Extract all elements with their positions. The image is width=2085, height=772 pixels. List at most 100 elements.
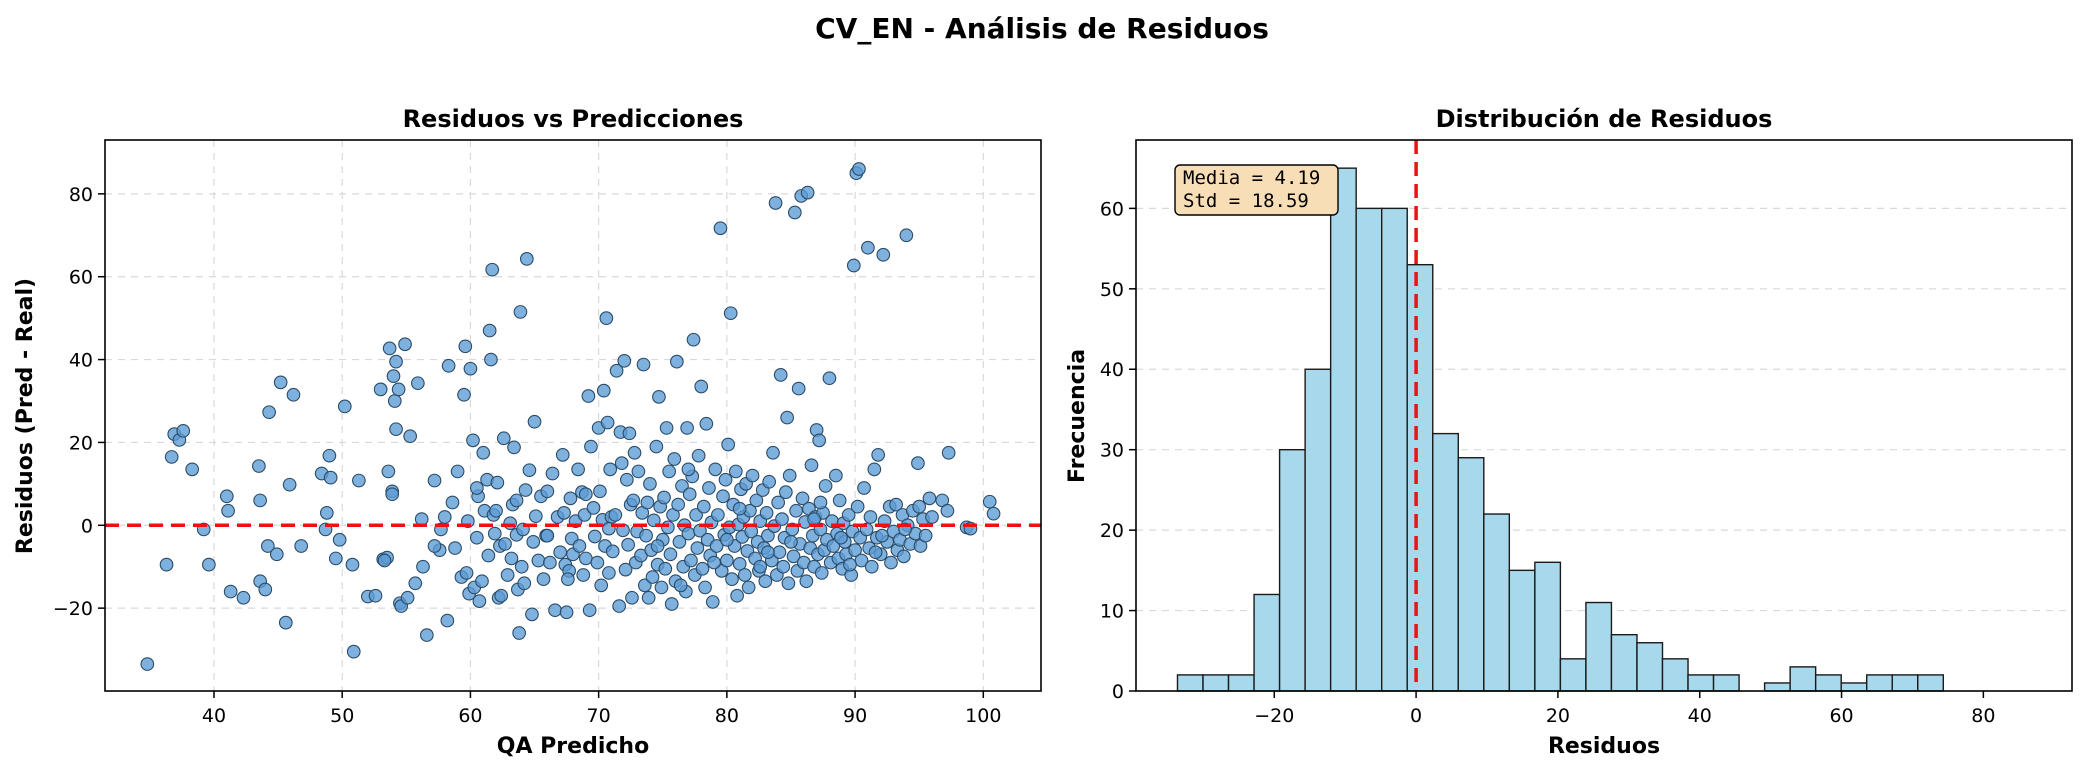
data-point (709, 539, 724, 553)
data-point (463, 361, 478, 376)
data-point (867, 462, 882, 477)
data-point (818, 479, 833, 493)
data-point (695, 561, 710, 576)
data-point (328, 551, 343, 566)
data-point (720, 553, 734, 568)
data-point (673, 578, 688, 593)
data-point (504, 551, 519, 566)
data-point (373, 382, 388, 397)
histogram-bar (1866, 674, 1893, 692)
data-point (450, 464, 465, 479)
data-point (584, 439, 598, 454)
y-tick-label: −20 (53, 598, 93, 620)
data-point (982, 494, 997, 509)
data-point (659, 421, 674, 435)
data-point (986, 506, 1001, 521)
stats-box (1174, 164, 1339, 216)
histogram-bar (1406, 263, 1434, 692)
data-point (159, 557, 174, 572)
data-point (345, 557, 360, 572)
data-point (911, 456, 925, 470)
data-point (332, 532, 347, 547)
data-point (500, 568, 515, 582)
data-point (485, 262, 500, 277)
data-point (852, 162, 866, 176)
data-point (386, 369, 401, 383)
data-point (614, 456, 629, 470)
data-point (294, 539, 309, 553)
data-point (577, 508, 592, 522)
data-point (723, 306, 738, 321)
data-point (509, 493, 524, 508)
data-point (603, 462, 618, 477)
x-tick-label: 20 (1546, 705, 1570, 727)
data-point (871, 448, 886, 462)
data-point (548, 603, 562, 618)
data-point (593, 484, 607, 499)
data-point (672, 535, 687, 549)
data-point (918, 528, 933, 543)
data-point (645, 570, 660, 584)
data-point (868, 545, 883, 560)
x-tick-label: 90 (843, 705, 867, 727)
data-point (732, 556, 747, 571)
histogram-y-label: Frecuencia (1065, 349, 1090, 483)
data-point (403, 429, 418, 444)
data-point (563, 491, 578, 506)
data-point (400, 590, 415, 605)
data-point (543, 555, 557, 570)
histogram-bar (1559, 658, 1587, 692)
data-point (641, 590, 656, 605)
histogram-bar (1534, 561, 1562, 692)
stats-annotation: Media = 4.19 Std = 18.59 (1174, 164, 1339, 216)
data-point (608, 508, 623, 522)
data-point (707, 555, 721, 570)
data-point (236, 590, 251, 605)
data-point (657, 490, 671, 505)
data-point (448, 541, 462, 555)
data-point (223, 584, 238, 599)
histogram-bar (1329, 167, 1357, 692)
data-point (789, 503, 803, 518)
data-point (526, 535, 541, 549)
data-point (713, 221, 728, 236)
data-point (749, 493, 764, 508)
data-point (941, 445, 956, 460)
data-point (681, 526, 696, 541)
data-point (518, 483, 533, 497)
data-point (863, 510, 878, 524)
data-point (440, 613, 455, 628)
data-point (337, 399, 352, 414)
data-point (381, 464, 396, 479)
data-point (459, 566, 474, 580)
histogram-x-label: Residuos (1548, 734, 1660, 759)
data-point (527, 414, 542, 429)
data-point (427, 473, 442, 488)
histogram-bar (1840, 682, 1868, 692)
data-point (496, 431, 511, 446)
data-point (258, 582, 273, 597)
data-point (922, 491, 937, 506)
data-point (253, 493, 267, 508)
data-point (472, 594, 487, 608)
data-point (582, 603, 597, 618)
data-point (876, 247, 891, 262)
histogram-bar (1380, 207, 1408, 692)
data-point (621, 537, 635, 552)
data-point (202, 557, 216, 572)
data-point (391, 382, 406, 397)
data-point (720, 532, 734, 547)
data-point (514, 559, 529, 574)
data-point (590, 555, 605, 570)
data-point (670, 354, 684, 369)
data-point (772, 545, 787, 560)
x-tick-label: 0 (1410, 705, 1422, 727)
data-point (262, 405, 276, 420)
y-tick-label: 80 (69, 184, 93, 206)
data-point (555, 448, 570, 462)
data-point (482, 323, 497, 338)
data-point (782, 468, 797, 483)
data-point (716, 489, 730, 504)
data-point (702, 481, 716, 495)
data-point (758, 574, 773, 589)
